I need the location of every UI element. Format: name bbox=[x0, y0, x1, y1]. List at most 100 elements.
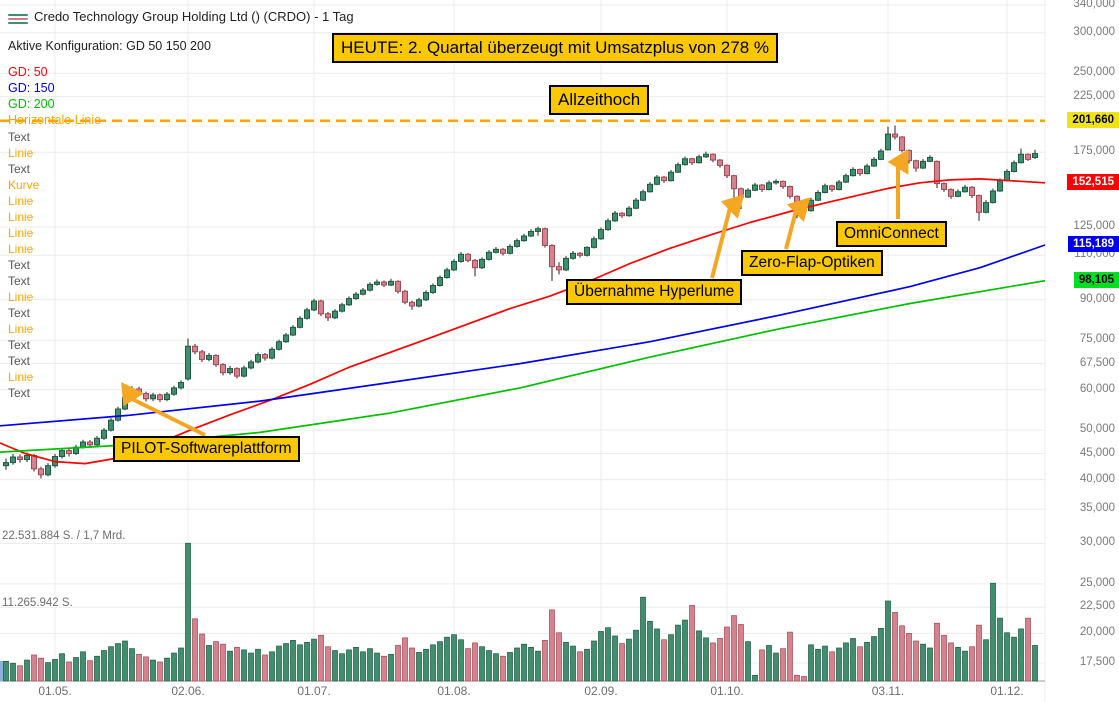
candlestick bbox=[598, 229, 604, 240]
object-item-text-14[interactable]: Text bbox=[8, 354, 31, 368]
volume-half-label: 11.265.942 S. bbox=[2, 597, 73, 609]
object-item-linie-12[interactable]: Linie bbox=[8, 322, 34, 336]
candlestick bbox=[535, 228, 541, 232]
object-item-linie-7[interactable]: Linie bbox=[8, 242, 34, 256]
annotation-uebernahme[interactable]: Übernahme Hyperlume bbox=[566, 279, 743, 306]
candlestick bbox=[941, 183, 947, 190]
x-axis-tick: 01.07. bbox=[297, 684, 331, 698]
volume-bar bbox=[122, 640, 128, 682]
candlestick bbox=[143, 392, 149, 400]
volume-bar bbox=[227, 650, 233, 682]
candlestick bbox=[675, 164, 681, 173]
volume-bar bbox=[157, 661, 163, 682]
volume-bar bbox=[913, 640, 919, 682]
candlestick bbox=[381, 281, 387, 286]
annotation-arrow-uebernahme[interactable] bbox=[710, 194, 745, 279]
volume-bar bbox=[563, 641, 569, 682]
volume-bar bbox=[486, 650, 492, 682]
annotation-allzeithoch[interactable]: Allzeithoch bbox=[549, 85, 650, 116]
candlestick bbox=[108, 419, 114, 431]
legend-horizontale-linie[interactable]: Horizontale Linie bbox=[8, 113, 102, 127]
volume-bar bbox=[255, 648, 261, 682]
candlestick bbox=[773, 180, 779, 184]
candlestick bbox=[542, 228, 548, 246]
volume-bar bbox=[724, 626, 730, 682]
volume-bar bbox=[689, 605, 695, 682]
volume-bar bbox=[59, 653, 65, 682]
volume-bar bbox=[514, 647, 520, 682]
volume-bar bbox=[871, 636, 877, 682]
volume-bar bbox=[381, 655, 387, 682]
chart-title: Credo Technology Group Holding Ltd () (C… bbox=[34, 9, 354, 24]
candlestick bbox=[24, 455, 30, 461]
candlestick bbox=[136, 388, 142, 394]
annotation-arrow-pilot[interactable] bbox=[121, 382, 206, 437]
object-item-kurve-3[interactable]: Kurve bbox=[8, 178, 40, 192]
volume-bar bbox=[87, 660, 93, 682]
candlestick bbox=[472, 259, 478, 269]
object-item-text-11[interactable]: Text bbox=[8, 306, 31, 320]
volume-bar bbox=[878, 627, 884, 682]
legend-gd200[interactable]: GD: 200 bbox=[8, 97, 55, 111]
candlestick bbox=[283, 334, 289, 343]
y-axis-tick: 250,000 bbox=[1073, 66, 1115, 79]
candlestick bbox=[528, 230, 534, 237]
object-item-text-13[interactable]: Text bbox=[8, 338, 31, 352]
legend-gd50[interactable]: GD: 50 bbox=[8, 65, 48, 79]
candlestick-chart-icon[interactable] bbox=[8, 12, 28, 26]
candlestick bbox=[234, 368, 240, 377]
annotation-arrow-zero_flap[interactable] bbox=[784, 197, 811, 250]
annotation-omniconnect[interactable]: OmniConnect bbox=[836, 221, 947, 248]
candlestick bbox=[871, 158, 877, 167]
candlestick bbox=[836, 181, 842, 190]
volume-bar bbox=[920, 643, 926, 682]
y-axis-tick: 75,000 bbox=[1079, 333, 1115, 346]
annotation-pilot[interactable]: PILOT-Softwareplattform bbox=[113, 436, 300, 463]
candlestick bbox=[1025, 153, 1031, 160]
x-axis-tick: 01.05. bbox=[38, 684, 72, 698]
volume-bar bbox=[612, 635, 618, 682]
volume-bar bbox=[465, 648, 471, 682]
volume-bar bbox=[213, 641, 219, 682]
volume-bar bbox=[843, 642, 849, 682]
object-item-text-8[interactable]: Text bbox=[8, 258, 31, 272]
object-item-text-9[interactable]: Text bbox=[8, 274, 31, 288]
candlestick bbox=[885, 133, 891, 151]
object-item-text-0[interactable]: Text bbox=[8, 130, 31, 144]
candlestick bbox=[990, 190, 996, 204]
object-item-linie-10[interactable]: Linie bbox=[8, 290, 34, 304]
object-item-text-16[interactable]: Text bbox=[8, 386, 31, 400]
object-item-linie-6[interactable]: Linie bbox=[8, 226, 34, 240]
volume-bar bbox=[892, 612, 898, 682]
volume-bar bbox=[458, 639, 464, 682]
volume-bar bbox=[283, 643, 289, 682]
legend-gd150[interactable]: GD: 150 bbox=[8, 81, 55, 95]
object-item-linie-5[interactable]: Linie bbox=[8, 210, 34, 224]
volume-bar bbox=[206, 645, 212, 682]
volume-bar bbox=[626, 638, 632, 682]
candlestick bbox=[164, 393, 170, 401]
volume-bar bbox=[962, 650, 968, 682]
object-item-linie-15[interactable]: Linie bbox=[8, 370, 34, 384]
candlestick bbox=[290, 326, 296, 336]
candlestick bbox=[787, 186, 793, 197]
object-item-text-2[interactable]: Text bbox=[8, 162, 31, 176]
candlestick bbox=[409, 301, 415, 307]
annotation-zero-flap[interactable]: Zero-Flap-Optiken bbox=[741, 250, 883, 277]
gd150-line[interactable] bbox=[0, 244, 1046, 427]
object-item-linie-4[interactable]: Linie bbox=[8, 194, 34, 208]
candlestick bbox=[346, 298, 352, 306]
volume-bar bbox=[192, 618, 198, 682]
volume-bar bbox=[360, 651, 366, 682]
candlestick bbox=[437, 277, 443, 286]
candlestick bbox=[199, 351, 205, 360]
candlestick bbox=[80, 441, 86, 448]
object-item-linie-1[interactable]: Linie bbox=[8, 146, 34, 160]
candlestick bbox=[745, 189, 751, 198]
annotation-heute[interactable]: HEUTE: 2. Quartal überzeugt mit Umsatzpl… bbox=[332, 33, 779, 64]
candlestick bbox=[962, 186, 968, 193]
volume-bar bbox=[661, 639, 667, 682]
volume-bar bbox=[801, 676, 807, 682]
candlestick bbox=[906, 149, 912, 162]
